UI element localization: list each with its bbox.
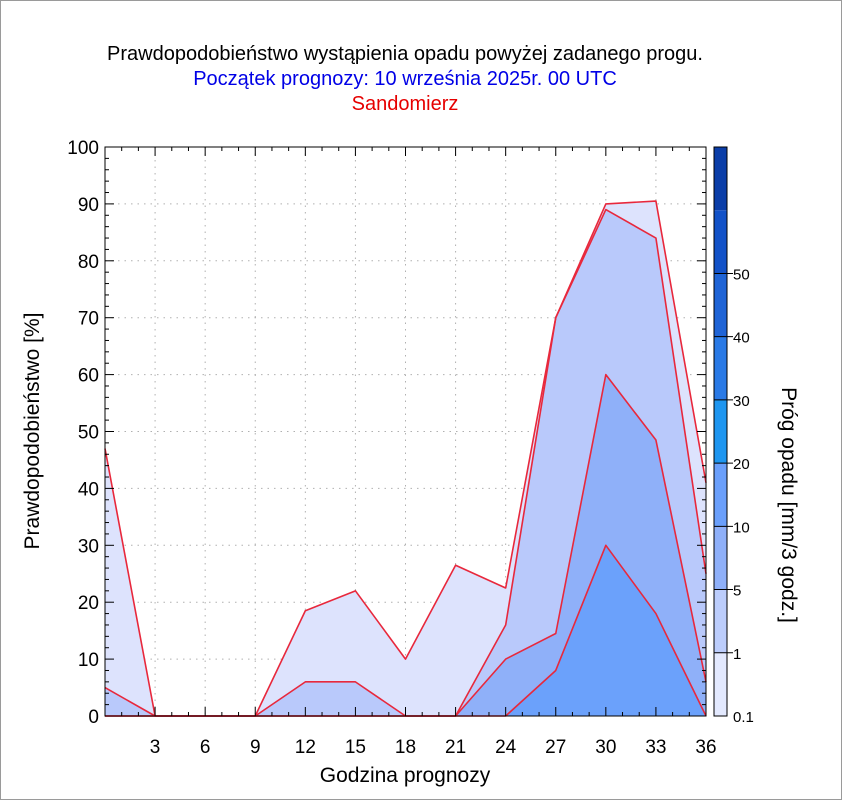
- colorbar-segment: [714, 147, 727, 211]
- colorbar-tick-label: 5: [733, 583, 741, 600]
- y-tick-label: 80: [78, 252, 99, 273]
- y-tick-label: 100: [67, 138, 99, 159]
- colorbar-tick-label: 30: [733, 393, 750, 410]
- y-tick-label: 50: [78, 423, 99, 444]
- colorbar-segment: [714, 526, 727, 590]
- colorbar-tick-label: 0.1: [733, 709, 754, 726]
- colorbar-segment: [714, 589, 727, 653]
- x-tick-label: 9: [250, 737, 261, 758]
- x-tick-label: 30: [595, 737, 616, 758]
- colorbar-segment: [714, 652, 727, 716]
- x-tick-label: 3: [150, 737, 161, 758]
- colorbar-tick-label: 20: [733, 456, 750, 473]
- y-tick-label: 40: [78, 479, 99, 500]
- x-tick-label: 36: [695, 737, 716, 758]
- x-tick-label: 33: [645, 737, 666, 758]
- x-tick-label: 18: [395, 737, 416, 758]
- x-tick-label: 6: [200, 737, 211, 758]
- x-tick-label: 15: [345, 737, 366, 758]
- x-tick-label: 12: [295, 737, 316, 758]
- y-tick-label: 30: [78, 536, 99, 557]
- colorbar-segment: [714, 463, 727, 527]
- y-axis-ticks: 0 10 20 30 40 50 60 70 80 90 100: [67, 138, 706, 728]
- y-tick-label: 0: [88, 707, 99, 728]
- area-threshold-1: [105, 209, 706, 716]
- y-tick-label: 90: [78, 195, 99, 216]
- x-tick-label: 24: [495, 737, 517, 758]
- colorbar-tick-label: 50: [733, 266, 750, 283]
- colorbar-segment: [714, 273, 727, 337]
- y-axis-label: Prawdopodobieństwo [%]: [21, 313, 44, 550]
- x-tick-label: 21: [445, 737, 466, 758]
- colorbar-border: [713, 146, 728, 717]
- chart-subtitle: Początek prognozy: 10 września 2025r. 00…: [193, 68, 617, 90]
- y-tick-label: 60: [78, 366, 99, 387]
- y-tick-label: 10: [78, 650, 99, 671]
- colorbar-tick-label: 1: [733, 646, 741, 663]
- area-threshold-10: [105, 545, 706, 716]
- colorbar: 0.1 1 5 10 20 30 40 50: [713, 146, 754, 726]
- area-series: [105, 201, 706, 716]
- chart-title: Prawdopodobieństwo wystąpienia opadu pow…: [107, 43, 703, 65]
- x-axis-label: Godzina prognozy: [320, 764, 491, 787]
- colorbar-tick-label: 40: [733, 330, 750, 347]
- colorbar-tick-label: 10: [733, 519, 750, 536]
- colorbar-segment: [714, 399, 727, 464]
- colorbar-segment: [714, 336, 727, 400]
- colorbar-segment: [714, 210, 727, 274]
- y-tick-label: 70: [78, 309, 99, 330]
- x-tick-label: 27: [545, 737, 566, 758]
- chart-location: Sandomierz: [351, 93, 459, 115]
- y-tick-label: 20: [78, 593, 99, 614]
- colorbar-label: Próg opadu [mm/3 godz.]: [777, 387, 800, 623]
- x-axis-ticks: 3 6 9 12 15 18 21 24 27 30 33 36: [104, 147, 717, 758]
